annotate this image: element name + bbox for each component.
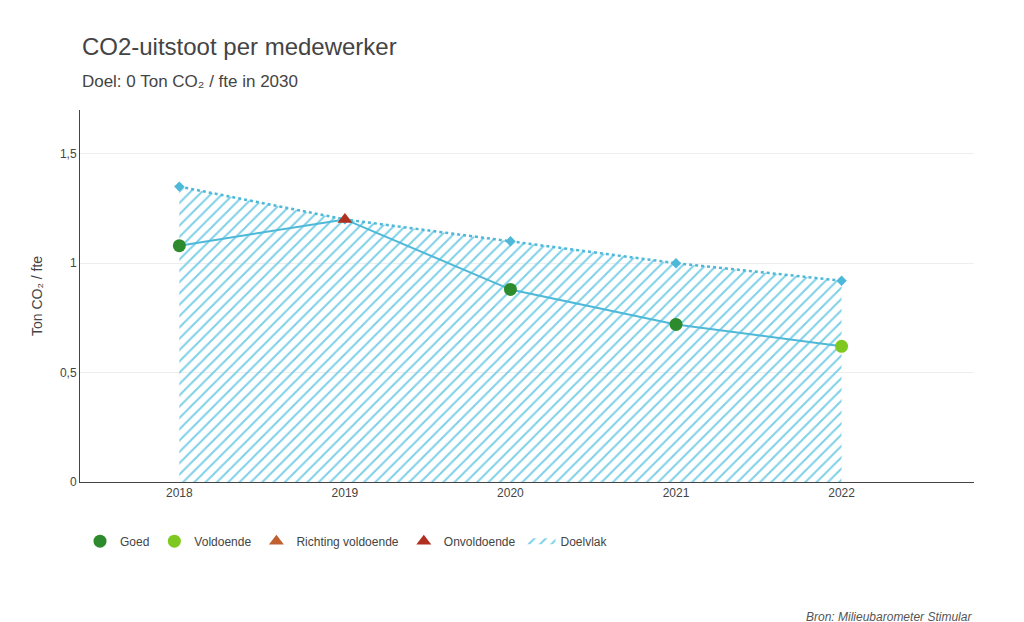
svg-text:Bron: Milieubarometer Stimular: Bron: Milieubarometer Stimular [806, 610, 972, 622]
svg-text:Doel: 0 Ton CO₂ / fte in 2030: Doel: 0 Ton CO₂ / fte in 2030 [82, 72, 298, 91]
svg-text:2020: 2020 [497, 486, 524, 500]
svg-text:Voldoende: Voldoende [194, 535, 251, 549]
svg-text:Goed: Goed [120, 535, 149, 549]
svg-text:1,5: 1,5 [60, 147, 77, 161]
svg-text:Richting voldoende: Richting voldoende [296, 535, 398, 549]
svg-text:0: 0 [70, 475, 77, 489]
svg-text:Ton CO₂ / fte: Ton CO₂ / fte [29, 256, 45, 336]
svg-text:2021: 2021 [663, 486, 690, 500]
svg-text:2019: 2019 [332, 486, 359, 500]
svg-text:Doelvlak: Doelvlak [561, 535, 608, 549]
svg-text:2022: 2022 [828, 486, 855, 500]
svg-text:2018: 2018 [166, 486, 193, 500]
svg-text:0,5: 0,5 [60, 366, 77, 380]
svg-text:1: 1 [70, 256, 77, 270]
svg-text:Onvoldoende: Onvoldoende [444, 535, 516, 549]
svg-text:CO2-uitstoot per medewerker: CO2-uitstoot per medewerker [82, 33, 397, 60]
